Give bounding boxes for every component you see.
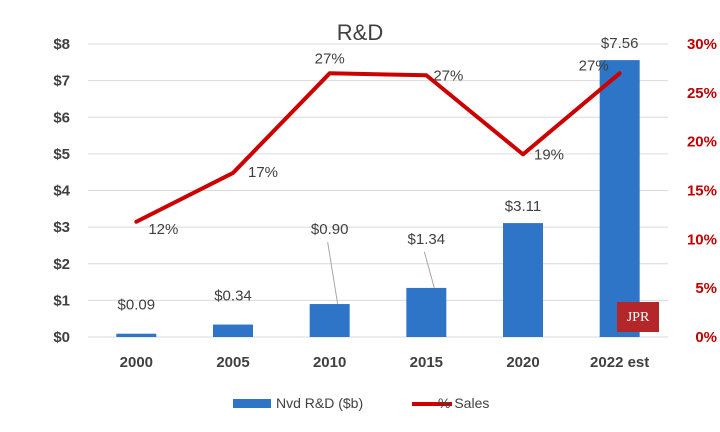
right-tick-label: 30% [687,36,717,53]
line-data-label: 12% [148,221,178,238]
legend-label-line: % Sales [438,395,489,411]
chart-title: R&D [337,20,383,45]
left-tick-label: $8 [53,36,70,53]
bar-data-label: $7.56 [601,35,639,52]
leader-line [423,251,435,289]
line-data-label: 27% [433,67,463,84]
right-tick-label: 0% [695,329,717,346]
sales-line [134,71,622,224]
right-axis: 0% 5% 10% 15% 20% 25% 30% [687,36,717,346]
left-tick-label: $2 [53,256,70,273]
left-tick-label: $4 [53,183,70,200]
right-tick-label: 10% [687,231,717,248]
left-tick-label: $7 [53,73,70,90]
left-tick-label: $5 [53,146,70,163]
bar [213,324,253,337]
left-tick-label: $1 [53,292,70,309]
x-tick-label: 2000 [120,354,153,371]
line-series [134,71,622,224]
legend-label-bar: Nvd R&D ($b) [276,395,363,411]
right-tick-label: 25% [687,85,717,102]
bar [599,60,640,338]
line-data-label: 27% [315,50,345,67]
bar-data-label: $0.34 [214,288,252,305]
legend-swatch-bar [233,399,271,408]
x-tick-label: 2020 [506,354,539,371]
logo-text: JPR [627,310,650,325]
bar-data-label: $3.11 [505,198,541,215]
line-data-label: 17% [248,164,278,181]
jpr-logo: JPR [617,302,659,332]
left-tick-label: $6 [53,109,70,126]
bar-data-label: $0.09 [118,297,156,314]
line-data-label: 27% [579,57,609,74]
right-tick-label: 20% [687,134,717,151]
right-tick-label: 15% [687,183,717,200]
bar [309,304,350,337]
bar [116,333,157,337]
x-tick-label: 2005 [216,354,249,371]
bar-data-label: $1.34 [408,231,446,248]
left-tick-label: $3 [53,219,70,236]
bar [503,223,543,337]
line-data-labels: 12% 17% 27% 27% 19% 27% [148,50,608,237]
x-tick-label: 2022 est [590,354,649,371]
x-axis: 2000 2005 2010 2015 2020 2022 est [120,354,650,371]
legend: Nvd R&D ($b) % Sales [233,395,489,411]
logo-background [617,302,659,332]
x-tick-label: 2015 [410,354,443,371]
bar-series [116,60,640,338]
x-tick-label: 2010 [313,354,346,371]
leader-line [327,241,339,305]
left-tick-label: $0 [53,329,70,346]
bar [406,287,447,337]
gridlines [88,43,668,338]
bar-data-label: $0.90 [311,221,349,238]
right-tick-label: 5% [695,280,717,297]
line-data-label: 19% [534,146,564,163]
bar-data-labels: $0.09 $0.34 $0.90 $1.34 $3.11 $7.56 [118,35,639,314]
left-axis: $0 $1 $2 $3 $4 $5 $6 $7 $8 [53,36,70,346]
